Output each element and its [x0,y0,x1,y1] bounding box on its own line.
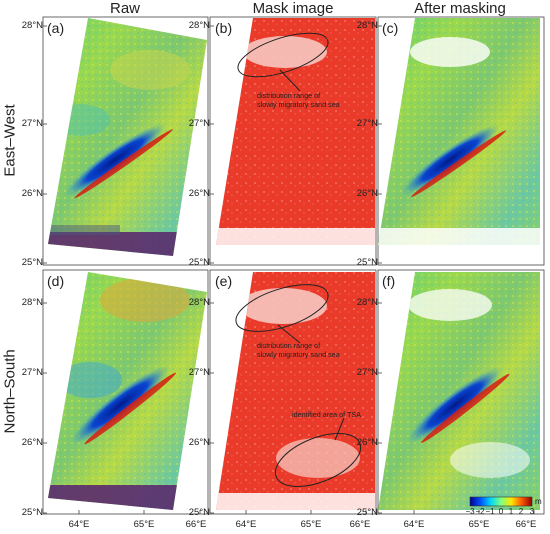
annotation-e-sand-sea: distribution range of slowly migratory s… [257,341,340,359]
panel-label-b: (b) [215,20,233,36]
lat-label-27-c: 27°N [356,118,378,129]
frame-a [42,16,209,266]
panel-frames [42,16,545,515]
lon-label-65-e: 65°E [300,519,322,530]
panel-c-image [378,18,540,245]
lat-label-27-f: 27°N [356,367,378,378]
lat-label-28-d: 28°N [21,297,43,308]
lat-label-25-b: 25°N [188,257,210,268]
colorbar-tick-1: 1 [508,507,514,516]
lon-label-64-e: 64°E [235,519,257,530]
colorbar-tick-3: 3 [529,507,535,516]
lon-label-66: 66°E [185,519,207,530]
colorbar-ramp [469,496,533,507]
lat-label-25-f: 25°N [356,507,378,518]
ellipse-b-sand-sea [237,32,329,78]
lat-label-28: 28°N [21,20,43,31]
annotation-e-tsa: identified area of TSA [292,410,361,419]
row-title-north-south: North–South [1,349,19,434]
lat-label-25: 25°N [21,257,43,268]
panel-b-image [216,18,375,245]
row-title-east-west: East–West [1,104,19,177]
frame-e [209,269,377,515]
lon-label-64: 64°E [68,519,90,530]
lat-label-26-e: 26°N [188,437,210,448]
column-title-raw: Raw [109,0,140,17]
lat-label-27-e: 27°N [188,367,210,378]
lat-label-27-d: 27°N [21,367,43,378]
frame-d [42,269,209,515]
leader-e-sand-sea [277,324,301,344]
panel-f-image [378,272,540,510]
lat-label-28-c: 28°N [356,20,378,31]
lon-label-66-e: 66°E [349,519,371,530]
panel-label-f: (f) [382,273,396,289]
lat-label-25-d: 25°N [21,507,43,518]
panel-a-image [48,18,207,256]
annotation-b-sand-sea: distribution range of slowly migratory s… [257,91,340,109]
axis-ticks [43,25,535,514]
lat-label-25-e: 25°N [188,507,210,518]
colorbar-tick-m2: −2 [475,507,485,516]
colorbar-tick-0: 0 [498,507,504,516]
lat-label-26-d: 26°N [21,437,43,448]
leader-b-sand-sea [279,69,301,92]
lon-label-64-f: 64°E [403,519,425,530]
colorbar-unit: m [535,497,542,506]
lon-label-65: 65°E [133,519,155,530]
panel-label-c: (c) [382,20,399,36]
frame-c [377,16,545,266]
lat-label-26-b: 26°N [188,188,210,199]
lat-label-26-f: 26°N [356,437,378,448]
lat-label-27-b: 27°N [188,118,210,129]
colorbar-tick-m1: −1 [485,507,495,516]
colorbar-tick-2: 2 [518,507,524,516]
ellipse-e-tsa [274,433,362,487]
lat-label-26: 26°N [21,188,43,199]
panel-label-e: (e) [215,273,233,289]
ellipse-e-sand-sea [235,284,329,332]
lat-label-25-c: 25°N [356,257,378,268]
lat-label-27: 27°N [21,118,43,129]
column-title-mask: Mask image [252,0,334,17]
panel-label-d: (d) [47,273,65,289]
frame-b [209,16,377,266]
lat-label-28-b: 28°N [188,20,210,31]
annotation-shapes [235,32,362,487]
frame-f [377,269,545,515]
lat-label-26-c: 26°N [356,188,378,199]
panel-label-a: (a) [47,20,65,36]
lon-label-66-f: 66°E [515,519,537,530]
lat-label-28-f: 28°N [356,297,378,308]
leader-e-tsa [334,417,345,441]
lat-label-28-e: 28°N [188,297,210,308]
column-title-after: After masking [414,0,506,17]
lon-label-65-f: 65°E [468,519,490,530]
colorbar-tick-m3: −3 [465,507,475,516]
colorbar [469,496,533,507]
